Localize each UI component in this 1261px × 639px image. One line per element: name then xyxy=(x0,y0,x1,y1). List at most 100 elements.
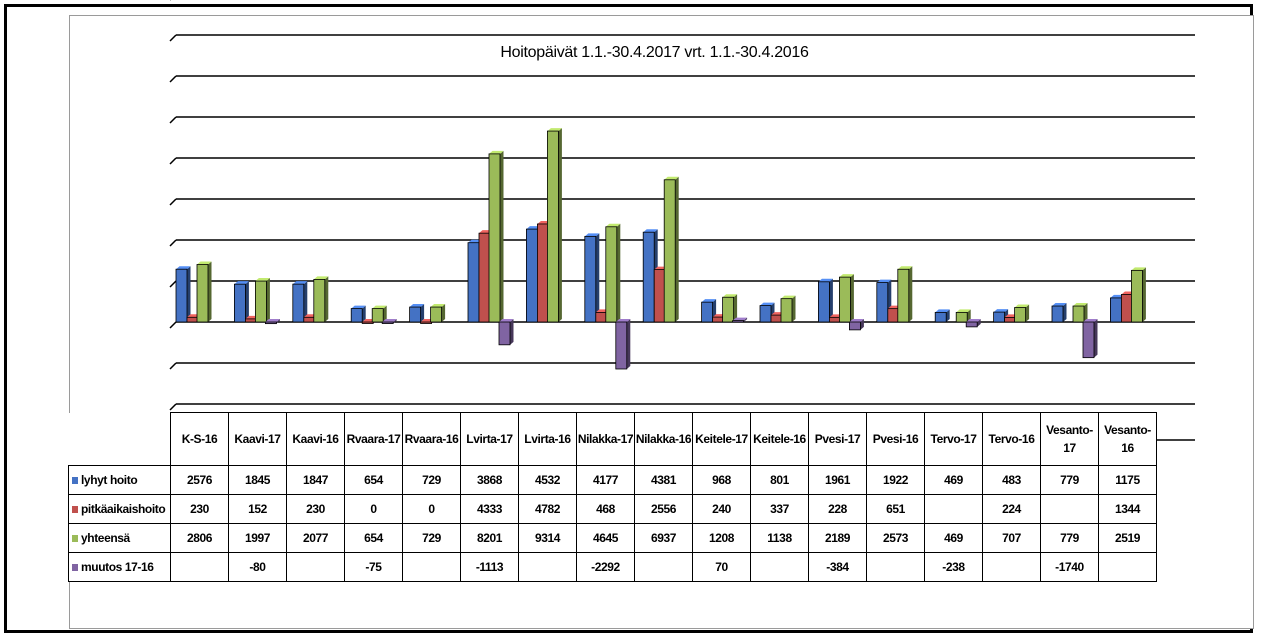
bar-lyhyt-hoito-Kaavi-16-front xyxy=(292,283,305,323)
legend-swatch xyxy=(72,564,78,572)
bar-yhteensä-Vesanto-17-side xyxy=(1084,303,1088,322)
bar-pitkäaikaishoito-Vesanto-16-front xyxy=(1121,294,1133,323)
data-label: -75 xyxy=(344,552,403,582)
bar-muutos-17-16-Tervo-17-side xyxy=(977,319,981,327)
bar-muutos-17-16-Lvirta-17-side xyxy=(510,319,514,345)
bar-muutos-17-16-Rvaara-17 xyxy=(381,319,397,324)
bar-yhteensä-Vesanto-16-side xyxy=(1142,267,1146,322)
data-label: 4645 xyxy=(576,523,635,553)
data-label: 779 xyxy=(1040,523,1099,553)
bar-yhteensä-Rvaara-17 xyxy=(371,305,387,323)
data-label: 224 xyxy=(982,494,1041,524)
bar-yhteensä-Keitele-16-top xyxy=(781,295,796,299)
gridline-depth xyxy=(169,239,177,247)
gridline-depth xyxy=(169,116,177,124)
bar-pitkäaikaishoito-Nilakka-17-front xyxy=(595,312,608,323)
bar-lyhyt-hoito-Nilakka-17 xyxy=(584,233,600,323)
bar-yhteensä-Pvesi-17-front xyxy=(839,276,851,323)
data-label: 228 xyxy=(808,494,867,524)
data-label xyxy=(1098,552,1157,582)
category-label: Pvesi-17 xyxy=(808,412,867,466)
bar-lyhyt-hoito-Pvesi-17-front xyxy=(818,281,830,323)
bar-pitkäaikaishoito-Rvaara-16-front xyxy=(420,321,433,324)
bar-muutos-17-16-Kaavi-17-front xyxy=(264,321,277,325)
bar-lyhyt-hoito-Nilakka-17-front xyxy=(584,235,597,323)
bar-yhteensä-Keitele-17 xyxy=(722,294,738,323)
bar-lyhyt-hoito-Rvaara-16-top xyxy=(409,304,425,308)
category-label: Rvaara-16 xyxy=(402,412,461,466)
bar-yhteensä-Nilakka-17-top xyxy=(605,223,621,227)
data-label: -1740 xyxy=(1040,552,1099,582)
bar-lyhyt-hoito-Rvaara-17-side xyxy=(362,305,366,322)
bar-muutos-17-16-Pvesi-17-top xyxy=(849,319,864,322)
data-label: 1208 xyxy=(692,523,751,553)
data-label: 707 xyxy=(982,523,1041,553)
data-label: 2189 xyxy=(808,523,867,553)
bar-yhteensä-Lvirta-17-front xyxy=(488,153,501,323)
category-label: Rvaara-17 xyxy=(344,412,403,466)
data-label: 1175 xyxy=(1098,465,1157,495)
bar-lyhyt-hoito-Rvaara-16-front xyxy=(409,306,422,323)
bar-lyhyt-hoito-Kaavi-16 xyxy=(292,281,308,323)
data-label: 4333 xyxy=(460,494,519,524)
data-label: 2806 xyxy=(170,523,229,553)
data-label xyxy=(924,494,983,524)
bar-yhteensä-Nilakka-17 xyxy=(605,223,621,323)
data-label: 1344 xyxy=(1098,494,1157,524)
bar-yhteensä-Keitele-17-side xyxy=(733,294,738,322)
bar-muutos-17-16-Tervo-17 xyxy=(965,319,981,328)
bar-lyhyt-hoito-Rvaara-17-front xyxy=(350,308,363,323)
bar-yhteensä-Tervo-17-side xyxy=(967,309,971,322)
gridline-depth xyxy=(169,403,177,411)
data-label: 729 xyxy=(402,465,461,495)
bar-yhteensä-Pvesi-16-side xyxy=(908,266,913,322)
data-label: 801 xyxy=(750,465,809,495)
bar-lyhyt-hoito-Pvesi-16-top xyxy=(876,279,892,283)
bar-yhteensä-Kaavi-17-front xyxy=(254,280,267,323)
data-label: 4532 xyxy=(518,465,577,495)
bar-yhteensä-Vesanto-16 xyxy=(1131,267,1146,323)
data-label: 2573 xyxy=(866,523,925,553)
bar-yhteensä-Nilakka-16-front xyxy=(663,179,676,323)
data-label: 2556 xyxy=(634,494,693,524)
bar-lyhyt-hoito-Nilakka-16-front xyxy=(642,231,655,323)
bar-yhteensä-Tervo-16-side xyxy=(1025,304,1030,322)
data-label: 729 xyxy=(402,523,461,553)
bar-yhteensä-Kaavi-17 xyxy=(254,278,270,323)
bar-yhteensä-Keitele-16 xyxy=(780,295,796,323)
data-label xyxy=(170,552,229,582)
bar-lyhyt-hoito-K-S-16-front xyxy=(175,268,188,323)
data-label: 3868 xyxy=(460,465,519,495)
legend-label: yhteensä xyxy=(81,531,130,545)
bar-yhteensä-Nilakka-17-side xyxy=(616,223,621,322)
legend-swatch xyxy=(72,535,78,543)
bar-muutos-17-16-Kaavi-17-top xyxy=(265,319,280,322)
bar-yhteensä-Lvirta-16-top xyxy=(547,128,562,132)
gridline-depth xyxy=(169,280,177,288)
data-label: -80 xyxy=(228,552,287,582)
bar-lyhyt-hoito-Rvaara-16 xyxy=(409,304,425,323)
legend-swatch xyxy=(72,506,78,514)
bar-muutos-17-16-Nilakka-17-front xyxy=(615,321,628,370)
bar-yhteensä-Vesanto-17-front xyxy=(1072,305,1085,323)
bar-muutos-17-16-Rvaara-17-front xyxy=(381,321,394,324)
bar-lyhyt-hoito-Kaavi-17-front xyxy=(233,283,246,323)
bar-yhteensä-Rvaara-16-top xyxy=(430,304,446,308)
bar-yhteensä-Vesanto-16-front xyxy=(1131,269,1143,323)
bar-lyhyt-hoito-Pvesi-17-top xyxy=(818,278,833,282)
bar-lyhyt-hoito-Vesanto-17 xyxy=(1051,303,1067,323)
bar-yhteensä-K-S-16-top xyxy=(197,261,212,265)
data-label: 152 xyxy=(228,494,287,524)
category-label: Vesanto-16 xyxy=(1098,412,1157,466)
gridline-depth xyxy=(169,75,177,83)
table-row: yhteensä 2806 1997 2077 654 729 8201 9314 4645 69… xyxy=(68,523,1157,553)
bar-yhteensä-Rvaara-17-side xyxy=(383,305,387,322)
bar-muutos-17-16-Vesanto-17 xyxy=(1082,319,1098,359)
bar-muutos-17-16-Tervo-17-top xyxy=(966,319,981,322)
data-label: 337 xyxy=(750,494,809,524)
bar-yhteensä-K-S-16-front xyxy=(196,264,209,323)
bar-yhteensä-Kaavi-16-front xyxy=(313,279,326,323)
bar-muutos-17-16-Pvesi-17-front xyxy=(849,321,861,331)
bar-lyhyt-hoito-Keitele-17-front xyxy=(701,301,713,323)
bar-lyhyt-hoito-Nilakka-17-top xyxy=(584,233,600,237)
